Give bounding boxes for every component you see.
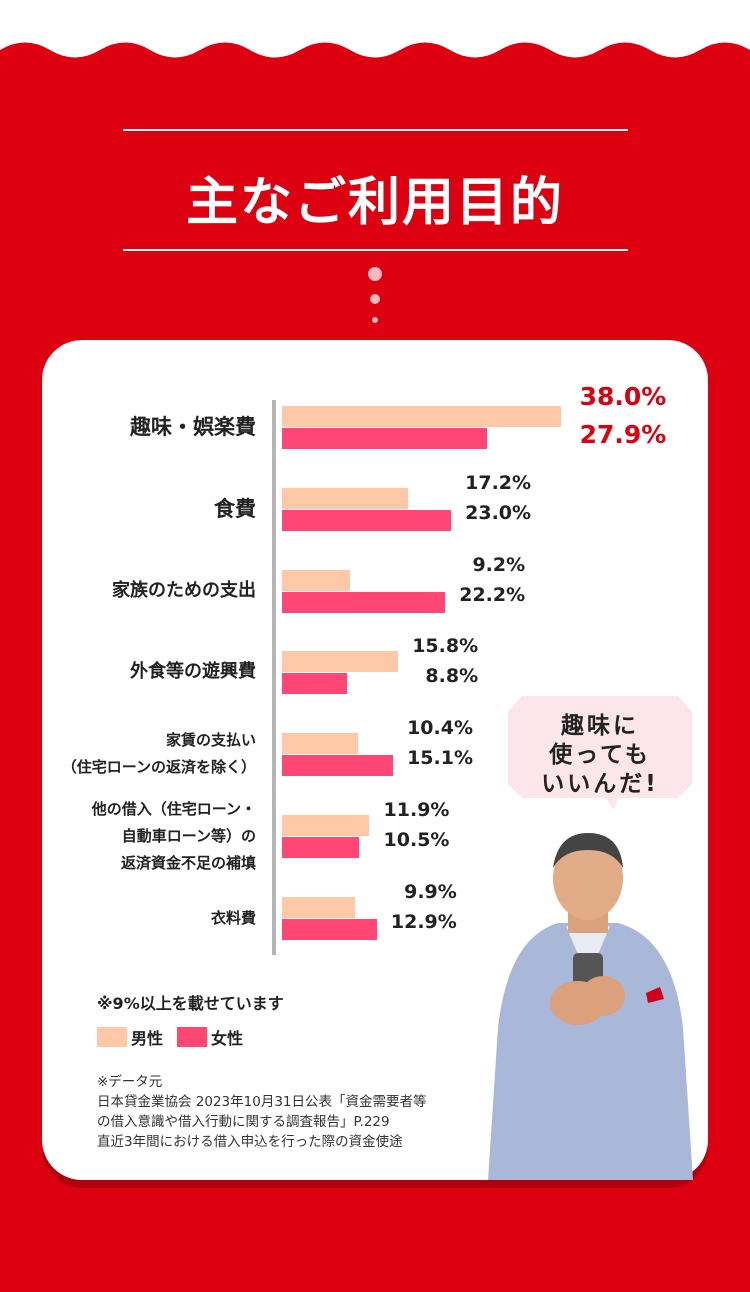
bar-female	[282, 755, 393, 777]
decor-dot	[372, 317, 378, 323]
category-label: 外食等の遊興費	[130, 661, 256, 683]
value-label-female: 8.8%	[425, 665, 479, 688]
legend-label-male: 男性	[131, 1029, 164, 1048]
value-label-male: 10.4%	[407, 717, 473, 740]
source-line: 直近3年間における借入申込を行った際の資金使途	[97, 1134, 403, 1150]
bar-female	[282, 673, 347, 695]
title-top-rule	[123, 129, 628, 131]
chart-legend: 男性 女性	[97, 1025, 243, 1049]
category-label: 趣味・娯楽費	[130, 415, 256, 439]
bar-male	[282, 651, 399, 673]
bar-female	[282, 591, 446, 613]
value-label-male: 9.2%	[472, 553, 526, 576]
bar-male	[282, 815, 370, 836]
bar-female	[282, 918, 377, 940]
category-label: 食費	[214, 496, 256, 521]
value-label-female: 22.2%	[459, 583, 526, 606]
chart-axis	[272, 400, 276, 955]
legend-swatch-male	[97, 1027, 127, 1047]
value-label-male: 11.9%	[383, 799, 450, 821]
man-with-smartphone-photo	[488, 833, 693, 1180]
wavy-top-edge	[0, 0, 750, 58]
source-line: 日本貸金業協会 2023年10月31日公表「資金需要者等	[97, 1094, 427, 1110]
bar-male	[282, 487, 409, 509]
category-label: 家族のための支出	[112, 579, 256, 601]
value-label-female: 10.5%	[383, 829, 450, 851]
source-line: ※データ元	[97, 1074, 163, 1090]
value-label-female: 27.9%	[579, 420, 667, 449]
legend-label-female: 女性	[211, 1029, 244, 1048]
bar-female	[282, 428, 488, 449]
value-label-female: 12.9%	[390, 910, 457, 933]
bar-male	[282, 569, 350, 591]
data-source: ※データ元 日本貸金業協会 2023年10月31日公表「資金需要者等 の借入意識…	[97, 1072, 427, 1152]
page-title: 主なご利用目的	[185, 173, 564, 233]
value-label-female: 15.1%	[407, 747, 473, 770]
category-label: 他の借入（住宅ローン・ 自動車ローン等）の 返済資金不足の補填	[91, 799, 256, 872]
category-label: 衣料費	[210, 908, 256, 927]
bar-female	[282, 509, 452, 531]
bar-female	[282, 837, 360, 858]
speech-bubble	[508, 696, 692, 810]
bar-male	[282, 406, 562, 427]
value-label-male: 15.8%	[412, 635, 479, 658]
decor-dot	[370, 294, 380, 304]
value-label-male: 38.0%	[579, 382, 667, 411]
speech-bubble-text: 趣味に 使っても いいんだ!	[508, 712, 692, 799]
legend-swatch-female	[177, 1027, 208, 1047]
source-line: の借入意識や借入行動に関する調査報告」P.229	[97, 1114, 390, 1130]
bubble-line: 趣味に	[561, 713, 639, 739]
chart-note: ※9%以上を載せています	[97, 994, 284, 1013]
bubble-line: 使っても	[549, 742, 651, 768]
title-bottom-rule	[123, 249, 628, 251]
value-label-male: 9.9%	[404, 880, 457, 903]
bar-male	[282, 733, 359, 755]
bubble-line: いいんだ!	[541, 771, 659, 797]
bar-male	[282, 896, 355, 918]
decor-dot	[368, 267, 382, 281]
value-label-male: 17.2%	[465, 471, 532, 494]
category-label: 家賃の支払い （住宅ローンの返済を除く）	[61, 731, 256, 777]
value-label-female: 23.0%	[465, 501, 532, 524]
